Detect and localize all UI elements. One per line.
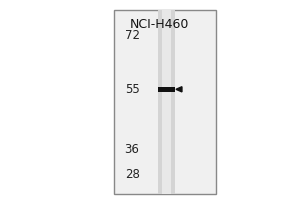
Text: 36: 36 [124,143,140,156]
Text: 55: 55 [125,83,140,96]
FancyBboxPatch shape [162,10,171,194]
Text: 28: 28 [124,168,140,181]
FancyBboxPatch shape [158,87,175,92]
Text: NCI-H460: NCI-H460 [129,18,189,31]
Polygon shape [176,87,182,92]
FancyBboxPatch shape [158,10,175,194]
FancyBboxPatch shape [114,10,216,194]
Text: 72: 72 [124,29,140,42]
